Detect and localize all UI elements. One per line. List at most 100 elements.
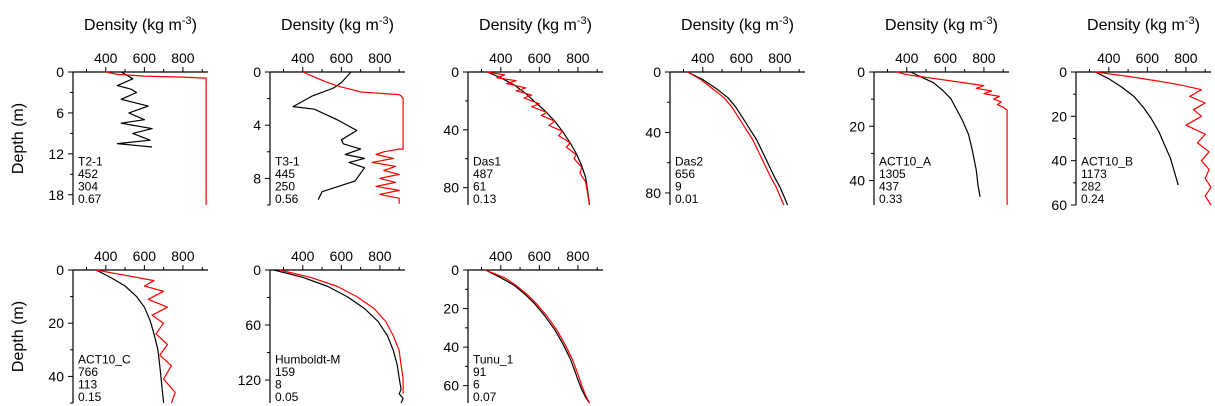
x-tick-label: 400 (489, 50, 513, 66)
x-axis-title: Density (kg m-3) (281, 15, 394, 34)
panel-T3-1: 400 600 800 0 4 8 Density (kg m-3) T3-14452500.… (253, 15, 405, 206)
x-tick-label: 600 (528, 50, 552, 66)
x-tick-label: 800 (368, 248, 392, 264)
panel-stat-label: 304 (78, 180, 98, 194)
panel-stat-label: 1305 (879, 167, 906, 181)
panel-stat-label: 487 (473, 167, 493, 181)
series-modeled-line (292, 71, 366, 200)
panel-stat-label: 0.01 (675, 192, 699, 206)
x-tick-label: 400 (291, 50, 315, 66)
panel-Das1: 400 600 800 0 40 80 Density (kg m-3) Das1487610… (443, 15, 603, 206)
x-tick-label: 800 (171, 248, 195, 264)
series-modeled-line (687, 71, 789, 206)
series-observed-line (105, 71, 207, 205)
panel-name-label: T2-1 (78, 155, 103, 169)
y-tick-label: 60 (1051, 197, 1067, 213)
x-tick-label: 600 (730, 50, 754, 66)
panel-stat-label: 159 (275, 365, 295, 379)
panel-stat-label: 0.56 (275, 192, 299, 206)
panel-stat-label: 766 (78, 365, 98, 379)
x-tick-label: 600 (330, 248, 354, 264)
y-tick-label: 40 (645, 124, 661, 140)
y-tick-label: 0 (56, 64, 64, 80)
panel-name-label: Humboldt-M (275, 353, 340, 367)
series-modeled-line (485, 269, 590, 404)
y-tick-label: 4 (253, 117, 261, 133)
panel-T2-1: 400 600 800 0 6 12 18 Density (kg m-3) Depth (m)… (10, 15, 208, 206)
x-axis-title: Density (kg m-3) (479, 15, 592, 34)
x-tick-label: 400 (1097, 50, 1121, 66)
panel-stat-label: 445 (275, 167, 295, 181)
y-tick-label: 0 (857, 64, 865, 80)
series-observed-line (687, 71, 785, 206)
y-tick-label: 0 (253, 64, 261, 80)
y-tick-label: 0 (253, 262, 261, 278)
series-observed-line (1095, 71, 1212, 206)
series-modeled-line (487, 71, 591, 206)
panel-stat-label: 91 (473, 365, 487, 379)
x-tick-label: 600 (934, 50, 958, 66)
x-tick-label: 600 (1136, 50, 1160, 66)
y-tick-label: 0 (451, 262, 459, 278)
panel-name-label: ACT10_C (78, 353, 131, 367)
panel-ACT10_A: 400 600 800 0 20 40 Density (kg m-3) ACT10_A130… (849, 15, 1009, 206)
panel-stat-label: 0.15 (78, 390, 102, 404)
panel-ACT10_B: 400 600 800 0 20 40 60 Density (kg m-3) ACT10_B1… (1051, 15, 1212, 213)
panel-stat-label: 0.24 (1081, 192, 1105, 206)
x-tick-label: 400 (895, 50, 919, 66)
panel-stat-label: 6 (473, 378, 480, 392)
panel-name-label: Das1 (473, 155, 501, 169)
panel-stat-label: 250 (275, 180, 295, 194)
series-modeled-line (116, 71, 153, 148)
x-tick-label: 400 (489, 248, 513, 264)
panel-stat-label: 0.33 (879, 192, 903, 206)
y-tick-label: 80 (645, 185, 661, 201)
series-observed-line (95, 269, 176, 404)
panel-stat-label: 437 (879, 180, 899, 194)
y-tick-label: 20 (1051, 108, 1067, 124)
series-observed-line (279, 269, 404, 394)
x-tick-label: 800 (566, 248, 590, 264)
x-tick-label: 400 (291, 248, 315, 264)
y-tick-label: 60 (245, 317, 261, 333)
panel-name-label: ACT10_A (879, 155, 931, 169)
panel-stat-label: 9 (675, 180, 682, 194)
panel-stat-label: 0.13 (473, 192, 497, 206)
y-axis-title: Depth (m) (10, 103, 27, 174)
x-tick-label: 400 (94, 50, 118, 66)
y-tick-label: 60 (443, 378, 459, 394)
y-tick-label: 20 (48, 315, 64, 331)
series-observed-line (896, 71, 1008, 205)
y-axis-title: Depth (m) (10, 301, 27, 372)
y-tick-label: 18 (48, 187, 64, 203)
panel-stat-label: 1173 (1081, 167, 1107, 181)
y-tick-label: 40 (443, 339, 459, 355)
y-tick-label: 20 (443, 301, 459, 317)
y-tick-label: 0 (1059, 64, 1067, 80)
y-tick-label: 20 (849, 118, 865, 134)
y-tick-label: 40 (1051, 153, 1067, 169)
y-tick-label: 0 (653, 64, 661, 80)
panel-name-label: T3-1 (275, 155, 300, 169)
panel-stat-label: 0.07 (473, 390, 497, 404)
panel-stat-label: 8 (275, 378, 282, 392)
y-tick-label: 6 (56, 105, 64, 121)
x-tick-label: 600 (330, 50, 354, 66)
x-tick-label: 600 (133, 50, 157, 66)
panel-name-label: Tunu_1 (473, 353, 514, 367)
series-modeled-line (1095, 71, 1179, 186)
y-tick-label: 40 (443, 122, 459, 138)
y-tick-label: 120 (238, 372, 262, 388)
x-axis-title: Density (kg m-3) (1087, 15, 1200, 34)
series-observed-line (487, 71, 591, 206)
series-modeled-line (95, 269, 165, 404)
x-tick-label: 800 (768, 50, 792, 66)
x-tick-label: 800 (1174, 50, 1198, 66)
x-tick-label: 600 (528, 248, 552, 264)
panel-stat-label: 0.05 (275, 390, 299, 404)
panel-stat-label: 113 (78, 378, 97, 392)
